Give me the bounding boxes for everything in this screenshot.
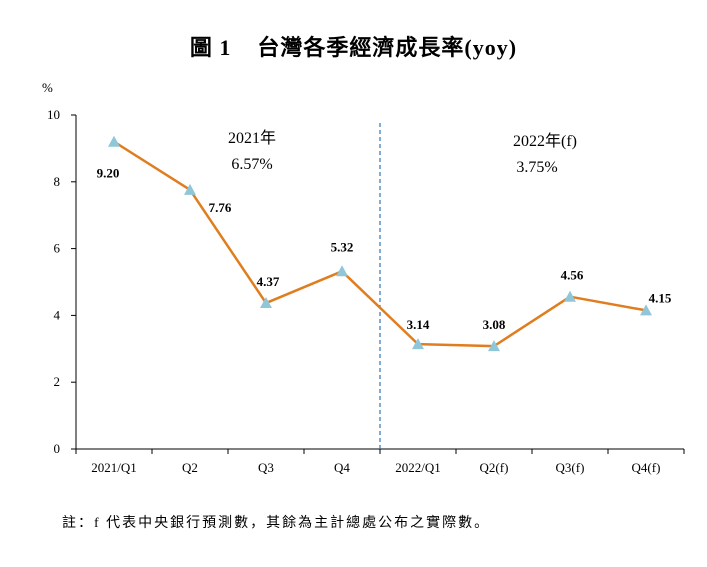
- annotation-2021-rate: 6.57%: [231, 156, 272, 173]
- x-tick-label: Q2: [182, 460, 198, 475]
- data-point-marker: [564, 290, 576, 302]
- y-tick-label: 0: [54, 441, 61, 456]
- annotation-2022-year: 2022年(f): [513, 132, 577, 150]
- y-tick-label: 4: [54, 307, 61, 322]
- data-label: 7.76: [209, 200, 232, 215]
- data-label: 4.56: [561, 268, 584, 283]
- y-tick-label: 10: [47, 107, 60, 122]
- data-point-marker: [108, 135, 120, 147]
- axes: 0 2 4 6 8 10 2021/Q1 Q2 Q3 Q4 2022/Q1 Q2(f) Q3(f) Q4(…: [47, 107, 685, 475]
- footnote: 註：f 代表中央銀行預測數，其餘為主計總處公布之實際數。: [62, 516, 491, 531]
- data-label: 3.08: [483, 317, 506, 332]
- data-point-marker: [412, 338, 424, 350]
- x-tick-label: 2021/Q1: [91, 460, 137, 475]
- data-point-marker: [336, 265, 348, 277]
- x-tick-label: Q3: [258, 460, 274, 475]
- data-point-marker: [640, 304, 652, 316]
- data-label: 9.20: [97, 166, 120, 181]
- annotation-2022-rate: 3.75%: [516, 159, 557, 176]
- y-tick-label: 2: [54, 374, 61, 389]
- data-label: 3.14: [407, 317, 430, 332]
- x-tick-label: Q3(f): [556, 460, 585, 475]
- x-tick-label: Q4: [334, 460, 350, 475]
- data-label: 5.32: [331, 239, 354, 254]
- y-tick-label: 8: [54, 174, 61, 189]
- x-tick-label: Q4(f): [632, 460, 661, 475]
- y-axis-unit-label: %: [42, 80, 53, 95]
- annotations-group: 2021年 6.57% 2022年(f) 3.75%: [228, 129, 577, 176]
- x-tick-label: 2022/Q1: [395, 460, 441, 475]
- series-group: 9.20 7.76 4.37 5.32 3.14 3.08 4.56 4.15: [97, 135, 672, 352]
- data-point-marker: [184, 183, 196, 195]
- series-line: [113, 140, 647, 348]
- data-point-marker: [488, 340, 500, 352]
- data-label: 4.15: [649, 290, 672, 305]
- x-tick-label: Q2(f): [480, 460, 509, 475]
- data-label: 4.37: [257, 274, 280, 289]
- y-tick-label: 6: [54, 241, 61, 256]
- chart-title-text: 台灣各季經濟成長率(yoy): [257, 35, 518, 60]
- data-point-marker: [260, 297, 272, 309]
- figure-number: 圖 1: [189, 35, 232, 60]
- chart-title: 圖 1 台灣各季經濟成長率(yoy): [0, 30, 707, 62]
- annotation-2021-year: 2021年: [228, 129, 276, 147]
